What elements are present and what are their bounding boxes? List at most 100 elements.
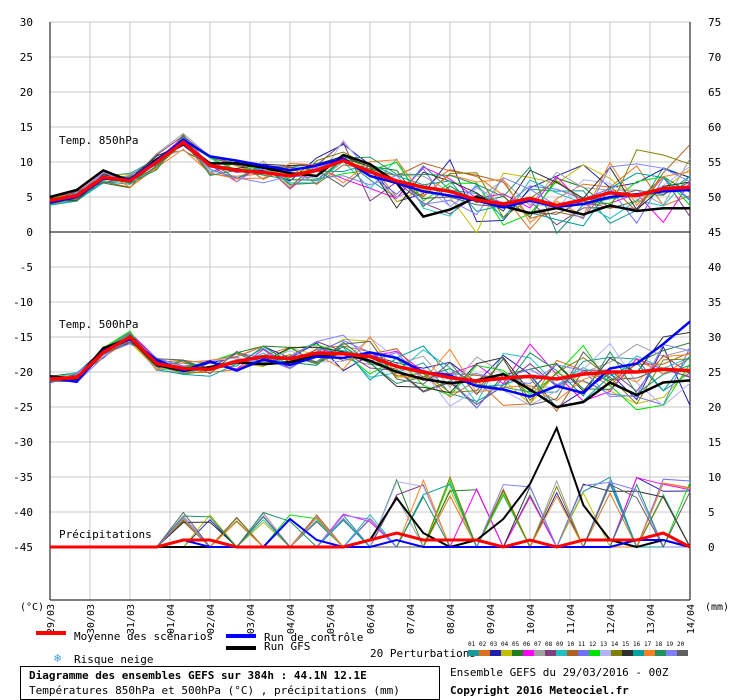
perturbation-swatch-14 <box>611 650 622 656</box>
right-tick-label: 30 <box>708 331 721 344</box>
left-tick-label: -30 <box>13 436 33 449</box>
t850-mean-line <box>49 140 691 208</box>
perturbation-swatch-15 <box>622 650 633 656</box>
left-unit-label: (°C) <box>20 602 44 613</box>
perturbation-number-08: 08 <box>545 641 553 648</box>
perturbation-swatch-12 <box>589 650 600 656</box>
legend-mean-swatch <box>36 631 66 635</box>
perturbation-number-07: 07 <box>534 641 542 648</box>
perturbation-swatch-19 <box>666 650 677 656</box>
perturbation-swatch-04 <box>501 650 512 656</box>
perturbation-t500-line <box>49 336 691 407</box>
right-tick-label: 45 <box>708 226 721 239</box>
date-tick-label: 02/04 <box>206 604 217 634</box>
legend-gfs-label: Run GFS <box>264 640 311 653</box>
perturbation-swatch-10 <box>567 650 578 656</box>
left-tick-label: -15 <box>13 331 33 344</box>
perturbation-swatch-20 <box>677 650 688 656</box>
perturbation-number-09: 09 <box>556 641 564 648</box>
label-t500: Temp. 500hPa <box>59 318 139 331</box>
date-tick-label: 04/04 <box>286 604 297 634</box>
perturbation-t500-line <box>49 333 691 397</box>
date-tick-label: 06/04 <box>366 604 377 634</box>
perturbation-number-03: 03 <box>490 641 498 648</box>
right-tick-label: 0 <box>708 541 715 554</box>
perturbation-swatch-05 <box>512 650 523 656</box>
right-tick-label: 65 <box>708 86 721 99</box>
perturbation-swatch-17 <box>644 650 655 656</box>
perturbation-number-12: 12 <box>589 641 597 648</box>
perturbation-number-13: 13 <box>600 641 608 648</box>
perturbation-number-05: 05 <box>512 641 520 648</box>
main-series <box>49 138 691 549</box>
date-tick-label: 08/04 <box>446 604 457 634</box>
legend-perturbations-label: 20 Perturbations <box>370 647 476 660</box>
precip-mean-line <box>50 531 691 549</box>
legend-control-swatch <box>226 634 256 638</box>
left-tick-label: 20 <box>20 86 33 99</box>
date-tick-label: 31/03 <box>126 604 137 634</box>
perturbation-swatch-16 <box>633 650 644 656</box>
perturbation-swatch-03 <box>490 650 501 656</box>
perturbation-swatch-18 <box>655 650 666 656</box>
date-tick-label: 09/04 <box>486 604 497 634</box>
right-tick-label: 40 <box>708 261 721 274</box>
right-tick-label: 60 <box>708 121 721 134</box>
left-tick-label: 0 <box>26 226 33 239</box>
date-tick-label: 01/04 <box>166 604 177 634</box>
footer-box: Diagramme des ensembles GEFS sur 384h : … <box>20 666 440 700</box>
legend-mean-label: Moyenne des scénarios <box>74 630 214 643</box>
perturbation-number-14: 14 <box>611 641 619 648</box>
left-tick-label: -35 <box>13 471 33 484</box>
axes <box>49 22 691 601</box>
perturbation-number-16: 16 <box>633 641 641 648</box>
perturbation-number-06: 06 <box>523 641 531 648</box>
perturbation-number-02: 02 <box>479 641 487 648</box>
perturbation-t850-line <box>49 135 691 226</box>
left-tick-label: 25 <box>20 51 33 64</box>
right-tick-label: 55 <box>708 156 721 169</box>
footer-title: Diagramme des ensembles GEFS sur 384h : … <box>29 669 367 682</box>
label-precip: Précipitations <box>59 528 152 541</box>
perturbation-number-20: 20 <box>677 641 685 648</box>
left-tick-label: 10 <box>20 156 33 169</box>
perturbation-number-04: 04 <box>501 641 509 648</box>
run-info: Ensemble GEFS du 29/03/2016 - 00Z <box>450 666 669 679</box>
date-tick-label: 30/03 <box>86 604 97 634</box>
perturbation-swatch-01 <box>468 650 479 656</box>
date-tick-label: 14/04 <box>686 604 697 634</box>
right-unit-label: (mm) <box>705 602 729 613</box>
left-tick-label: -40 <box>13 506 33 519</box>
perturbation-swatch-13 <box>600 650 611 656</box>
footer-subtitle: Températures 850hPa et 500hPa (°C) , pré… <box>29 684 400 697</box>
date-tick-label: 10/04 <box>526 604 537 634</box>
legend-control-label: Run de contrôle <box>264 631 364 644</box>
date-tick-label: 07/04 <box>406 604 417 634</box>
perturbation-swatch-06 <box>523 650 534 656</box>
right-tick-label: 75 <box>708 16 721 29</box>
perturbation-swatch-08 <box>545 650 556 656</box>
left-tick-label: -25 <box>13 401 33 414</box>
right-tick-label: 25 <box>708 366 721 379</box>
date-tick-label: 13/04 <box>646 604 657 634</box>
perturbation-number-01: 01 <box>468 641 476 648</box>
date-tick-label: 12/04 <box>606 604 617 634</box>
left-tick-label: -20 <box>13 366 33 379</box>
legend-snow-label: Risque neige <box>74 653 154 666</box>
perturbation-swatch-07 <box>534 650 545 656</box>
copyright: Copyright 2016 Meteociel.fr <box>450 684 629 697</box>
date-tick-label: 11/04 <box>566 604 577 634</box>
left-tick-label: 15 <box>20 121 33 134</box>
right-tick-label: 20 <box>708 401 721 414</box>
perturbation-number-19: 19 <box>666 641 674 648</box>
legend-gfs-swatch <box>226 646 256 650</box>
perturbation-swatch-09 <box>556 650 567 656</box>
label-t850: Temp. 850hPa <box>59 134 139 147</box>
right-tick-label: 35 <box>708 296 721 309</box>
right-tick-label: 15 <box>708 436 721 449</box>
left-tick-label: 5 <box>26 191 33 204</box>
right-tick-label: 50 <box>708 191 721 204</box>
right-tick-label: 5 <box>708 506 715 519</box>
